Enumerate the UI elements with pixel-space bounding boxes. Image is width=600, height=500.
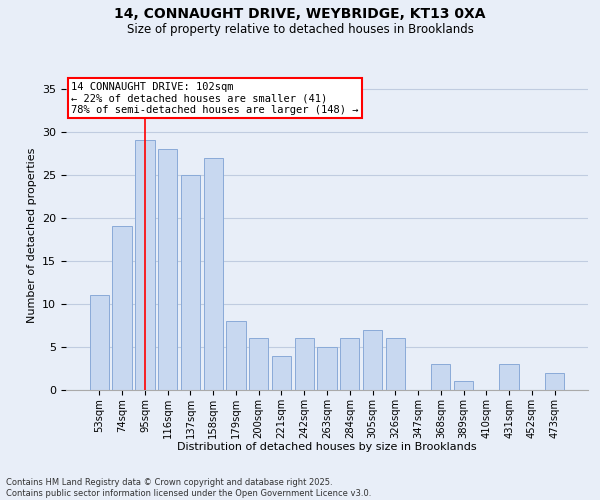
Text: 14, CONNAUGHT DRIVE, WEYBRIDGE, KT13 0XA: 14, CONNAUGHT DRIVE, WEYBRIDGE, KT13 0XA — [114, 8, 486, 22]
Text: Distribution of detached houses by size in Brooklands: Distribution of detached houses by size … — [177, 442, 477, 452]
Bar — [226, 321, 245, 390]
Bar — [431, 364, 451, 390]
Bar — [545, 373, 564, 390]
Bar — [454, 382, 473, 390]
Bar — [386, 338, 405, 390]
Text: Size of property relative to detached houses in Brooklands: Size of property relative to detached ho… — [127, 22, 473, 36]
Bar — [272, 356, 291, 390]
Bar — [135, 140, 155, 390]
Bar — [295, 338, 314, 390]
Bar — [340, 338, 359, 390]
Bar — [249, 338, 268, 390]
Bar — [363, 330, 382, 390]
Text: 14 CONNAUGHT DRIVE: 102sqm
← 22% of detached houses are smaller (41)
78% of semi: 14 CONNAUGHT DRIVE: 102sqm ← 22% of deta… — [71, 82, 359, 115]
Bar — [90, 296, 109, 390]
Bar — [499, 364, 519, 390]
Bar — [112, 226, 132, 390]
Text: Contains HM Land Registry data © Crown copyright and database right 2025.
Contai: Contains HM Land Registry data © Crown c… — [6, 478, 371, 498]
Bar — [181, 174, 200, 390]
Bar — [158, 149, 178, 390]
Bar — [203, 158, 223, 390]
Y-axis label: Number of detached properties: Number of detached properties — [26, 148, 37, 322]
Bar — [317, 347, 337, 390]
